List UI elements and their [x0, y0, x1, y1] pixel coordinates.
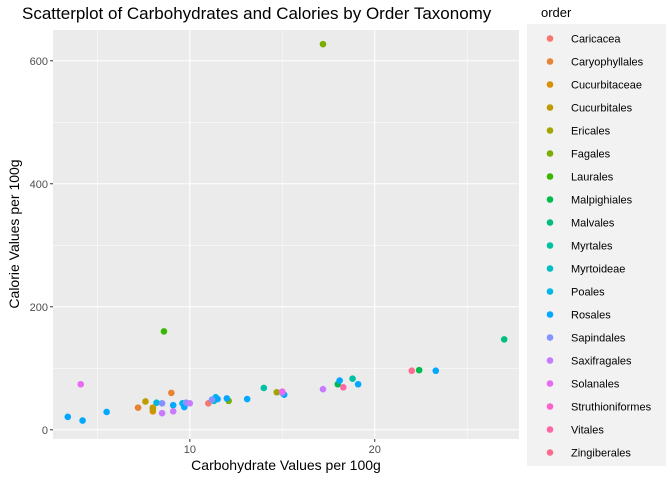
- data-point: [340, 384, 347, 391]
- y-tick-label: 200: [30, 302, 48, 314]
- data-point: [260, 384, 268, 392]
- legend-label: Cucurbitales: [571, 103, 633, 115]
- data-point: [158, 409, 166, 417]
- legend-marker: [546, 81, 554, 88]
- y-tick-label: 600: [30, 56, 48, 68]
- data-point: [319, 385, 327, 393]
- legend-marker: [546, 403, 554, 410]
- legend-title: order: [541, 5, 572, 20]
- data-point: [77, 380, 85, 388]
- legend-label: Struthioniformes: [571, 402, 652, 414]
- data-point: [134, 404, 142, 411]
- legend-label: Malvales: [571, 218, 615, 230]
- data-point: [158, 400, 166, 407]
- legend-marker: [546, 265, 554, 272]
- data-point: [142, 398, 149, 405]
- legend-marker: [546, 357, 554, 364]
- legend-label: Vitales: [571, 425, 604, 437]
- legend-marker: [546, 196, 554, 203]
- legend-label: Saxifragales: [571, 356, 632, 368]
- legend-label: Poales: [571, 287, 605, 299]
- x-tick-labels: 10 20: [184, 439, 381, 456]
- data-point: [354, 380, 362, 388]
- y-tick-label: 0: [42, 425, 48, 437]
- legend-marker: [546, 288, 554, 295]
- data-point: [79, 417, 86, 424]
- y-tick-label: 400: [30, 179, 48, 191]
- y-tick-labels: 0 200 400 600: [30, 56, 53, 437]
- legend-marker: [546, 334, 554, 341]
- data-point: [169, 408, 177, 415]
- data-point: [169, 401, 177, 409]
- legend-marker: [546, 426, 554, 433]
- legend-label: Sapindales: [571, 333, 626, 345]
- legend-marker: [546, 150, 554, 157]
- data-point: [103, 408, 110, 416]
- legend-label: Ericales: [571, 126, 611, 138]
- data-point: [208, 396, 216, 403]
- data-point: [500, 336, 508, 343]
- data-point: [319, 40, 327, 48]
- legend-label: Cucurbitaceae: [571, 80, 642, 92]
- data-points: [64, 40, 508, 424]
- data-point: [408, 367, 416, 375]
- data-point: [273, 388, 281, 396]
- legend-marker: [546, 311, 554, 318]
- legend-marker: [546, 58, 554, 65]
- legend-label: Malpighiales: [571, 195, 633, 207]
- legend-marker: [546, 35, 554, 42]
- legend-label: Zingiberales: [571, 448, 631, 460]
- data-point: [279, 388, 286, 395]
- data-point: [149, 405, 157, 413]
- data-point: [214, 395, 221, 403]
- data-point: [432, 367, 440, 375]
- legend-label: Caryophyllales: [571, 57, 644, 69]
- chart-title: Scatterplot of Carbohydrates and Calorie…: [22, 4, 492, 23]
- legend-marker: [546, 173, 554, 180]
- grid-lines: [53, 30, 519, 439]
- data-point: [64, 413, 72, 421]
- legend-label: Fagales: [571, 149, 611, 161]
- data-point: [415, 366, 423, 374]
- legend-label: Caricacea: [571, 34, 621, 46]
- legend-label: Rosales: [571, 310, 611, 322]
- legend: Caricacea Caryophyllales Cucurbitaceae Cucu…: [527, 5, 666, 466]
- data-point: [243, 395, 251, 403]
- x-tick-label: 10: [184, 444, 196, 456]
- data-point: [168, 389, 175, 397]
- legend-marker: [546, 219, 554, 226]
- legend-marker: [546, 104, 554, 111]
- legend-label: Laurales: [571, 172, 614, 184]
- data-point: [186, 400, 194, 407]
- legend-label: Myrtales: [571, 241, 613, 253]
- legend-marker: [546, 449, 554, 456]
- y-axis-title: Calorie Values per 100g: [6, 159, 22, 308]
- plot-panel: [53, 30, 519, 439]
- data-point: [336, 377, 343, 384]
- legend-label: Solanales: [571, 379, 620, 391]
- x-axis-title: Carbohydrate Values per 100g: [191, 457, 381, 473]
- data-point: [223, 395, 231, 402]
- legend-marker: [546, 242, 554, 249]
- legend-marker: [546, 127, 554, 134]
- legend-marker: [546, 380, 554, 387]
- data-point: [153, 399, 160, 407]
- legend-label: Myrtoideae: [571, 264, 625, 276]
- data-point: [349, 375, 356, 383]
- data-point: [160, 328, 168, 335]
- x-tick-label: 20: [369, 444, 381, 456]
